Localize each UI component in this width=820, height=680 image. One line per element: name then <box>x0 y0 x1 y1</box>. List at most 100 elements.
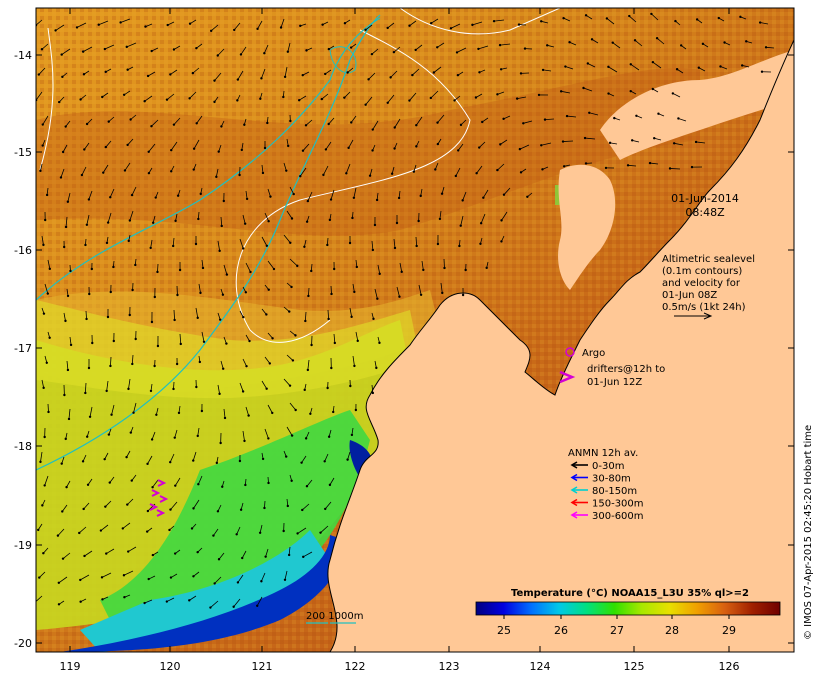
vector-arrow <box>437 42 445 48</box>
vector-head <box>85 223 89 226</box>
vector-head <box>43 484 46 487</box>
vector-head <box>717 16 720 20</box>
vector-arrow <box>129 210 134 221</box>
vector-arrow <box>201 331 205 342</box>
vector-head <box>436 242 440 246</box>
vector-arrow <box>288 546 291 555</box>
vector-head <box>323 460 326 463</box>
vector-head <box>42 386 45 390</box>
vector-head <box>629 89 632 93</box>
vector-head <box>64 125 67 128</box>
drifter-trail <box>149 479 169 517</box>
vector-arrow <box>173 309 176 321</box>
date-label: 01-Jun-2014 <box>671 192 739 205</box>
vector-head <box>607 92 610 95</box>
vector-arrow <box>213 528 219 536</box>
lon-tick-label: 121 <box>252 660 273 673</box>
vector-head <box>303 388 306 392</box>
vector-head <box>149 389 153 393</box>
vector-head <box>221 293 225 296</box>
vector-head <box>37 528 40 532</box>
vector-arrow <box>387 94 395 104</box>
vector-arrow <box>652 61 662 69</box>
vector-arrow <box>460 215 464 226</box>
vector-arrow <box>120 18 131 23</box>
vector-arrow <box>123 570 134 576</box>
vector-arrow <box>544 118 555 121</box>
vector-head <box>258 531 262 534</box>
vector-head <box>129 431 133 434</box>
vector-head <box>436 121 439 124</box>
vector-arrow <box>57 528 65 536</box>
vector-head <box>629 63 632 66</box>
vector-arrow <box>482 189 489 198</box>
anmn-title: ANMN 12h av. <box>568 448 638 459</box>
vector-head <box>150 438 154 441</box>
vector-arrow <box>303 551 313 558</box>
vector-head <box>429 21 433 25</box>
vector-arrow <box>89 406 93 417</box>
drifter-chevron-icon <box>559 370 576 384</box>
vector-head <box>216 54 219 57</box>
vector-head <box>267 437 270 440</box>
vector-head <box>126 68 129 71</box>
vector-head <box>271 337 274 340</box>
vector-head <box>41 123 44 126</box>
vector-arrow <box>62 144 68 153</box>
vector-arrow <box>82 46 93 52</box>
vector-head <box>197 217 200 221</box>
vector-head <box>321 23 324 26</box>
vector-arrow <box>365 24 373 31</box>
vector-arrow <box>349 307 353 317</box>
vector-head <box>220 125 223 128</box>
vector-arrow <box>283 234 291 244</box>
vector-arrow <box>608 66 618 73</box>
vector-head <box>282 95 285 99</box>
vector-arrow <box>193 139 200 149</box>
vector-head <box>66 200 70 203</box>
vector-arrow <box>105 140 112 148</box>
vector-head <box>417 219 420 223</box>
vector-head <box>500 219 503 222</box>
vector-head <box>303 245 306 249</box>
vector-head <box>613 116 616 120</box>
vector-arrow <box>196 115 203 124</box>
vector-head <box>188 599 191 602</box>
vector-head <box>461 199 464 202</box>
vector-head <box>628 14 631 18</box>
vector-head <box>217 150 220 153</box>
vector-arrow <box>627 164 637 167</box>
vector-head <box>190 527 194 530</box>
vector-head <box>329 198 333 201</box>
vector-head <box>144 25 147 28</box>
vector-arrow <box>201 259 204 268</box>
vector-head <box>128 313 131 317</box>
vector-arrow <box>462 191 467 201</box>
vector-head <box>479 242 482 245</box>
vector-head <box>61 150 65 154</box>
lon-tick-label: 125 <box>624 660 645 673</box>
vector-head <box>38 576 41 579</box>
vector-arrow <box>179 333 182 345</box>
vector-head <box>519 72 523 75</box>
vector-head <box>213 79 216 82</box>
vector-head <box>327 122 330 126</box>
vector-arrow <box>84 382 87 394</box>
vector-arrow <box>393 238 396 248</box>
vector-head <box>79 98 82 101</box>
vector-head <box>235 533 238 536</box>
vector-head <box>45 193 49 197</box>
vector-head <box>474 96 478 99</box>
vector-arrow <box>198 283 201 293</box>
vector-head <box>745 40 748 43</box>
vector-head <box>129 118 132 121</box>
vector-arrow <box>157 263 159 273</box>
vector-arrow <box>396 286 400 297</box>
vector-arrow <box>47 259 51 269</box>
vector-head <box>630 139 634 142</box>
vector-head <box>150 49 153 53</box>
vector-head <box>261 171 265 175</box>
vector-head <box>79 600 82 603</box>
vector-arrow <box>193 499 200 509</box>
vector-head <box>393 126 396 129</box>
